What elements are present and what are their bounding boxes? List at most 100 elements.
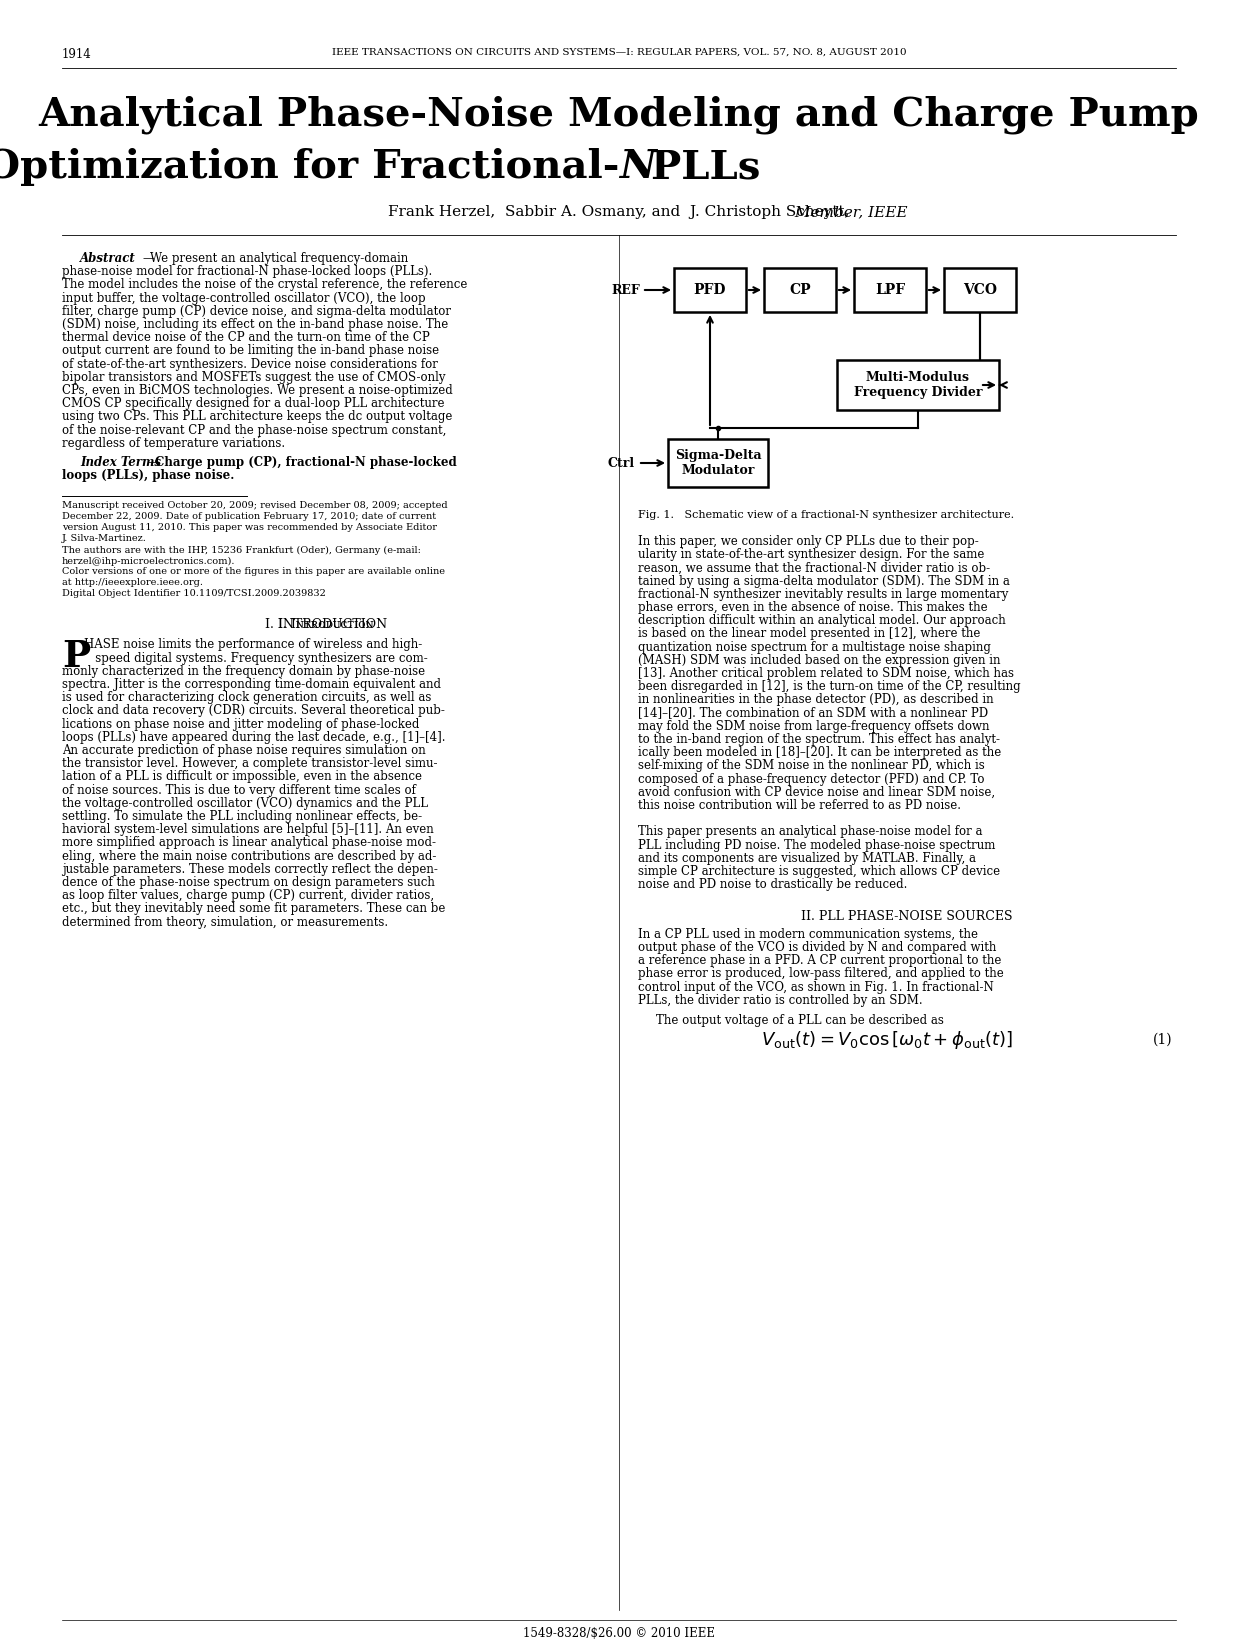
Text: of the noise-relevant CP and the phase-noise spectrum constant,: of the noise-relevant CP and the phase-n… [62, 424, 447, 436]
Text: avoid confusion with CP device noise and linear SDM noise,: avoid confusion with CP device noise and… [638, 786, 995, 799]
Text: An accurate prediction of phase noise requires simulation on: An accurate prediction of phase noise re… [62, 745, 426, 758]
Text: (MASH) SDM was included based on the expression given in: (MASH) SDM was included based on the exp… [638, 654, 1000, 667]
Text: input buffer, the voltage-controlled oscillator (VCO), the loop: input buffer, the voltage-controlled osc… [62, 292, 426, 304]
Text: is used for characterizing clock generation circuits, as well as: is used for characterizing clock generat… [62, 692, 431, 705]
Text: control input of the VCO, as shown in Fig. 1. In fractional-N: control input of the VCO, as shown in Fi… [638, 981, 994, 994]
Text: justable parameters. These models correctly reflect the depen-: justable parameters. These models correc… [62, 863, 438, 875]
Text: thermal device noise of the CP and the turn-on time of the CP: thermal device noise of the CP and the t… [62, 332, 430, 343]
Text: N: N [619, 149, 656, 187]
Text: reason, we assume that the fractional-N divider ratio is ob-: reason, we assume that the fractional-N … [638, 561, 990, 575]
Text: herzel@ihp-microelectronics.com).: herzel@ihp-microelectronics.com). [62, 556, 235, 566]
Text: settling. To simulate the PLL including nonlinear effects, be-: settling. To simulate the PLL including … [62, 811, 422, 822]
Text: This paper presents an analytical phase-noise model for a: This paper presents an analytical phase-… [638, 826, 983, 839]
Text: in nonlinearities in the phase detector (PD), as described in: in nonlinearities in the phase detector … [638, 693, 994, 707]
Text: tained by using a sigma-delta modulator (SDM). The SDM in a: tained by using a sigma-delta modulator … [638, 575, 1010, 588]
Text: P: P [62, 639, 90, 675]
Text: version August 11, 2010. This paper was recommended by Associate Editor: version August 11, 2010. This paper was … [62, 523, 437, 532]
Text: Analytical Phase-Noise Modeling and Charge Pump: Analytical Phase-Noise Modeling and Char… [38, 96, 1200, 134]
Text: 1549-8328/$26.00 © 2010 IEEE: 1549-8328/$26.00 © 2010 IEEE [522, 1626, 716, 1639]
Text: Member, IEEE: Member, IEEE [790, 205, 907, 220]
Text: CPs, even in BiCMOS technologies. We present a noise-optimized: CPs, even in BiCMOS technologies. We pre… [62, 385, 453, 396]
Text: The authors are with the IHP, 15236 Frankfurt (Oder), Germany (e-mail:: The authors are with the IHP, 15236 Fran… [62, 545, 421, 555]
Text: VCO: VCO [963, 282, 997, 297]
Text: more simplified approach is linear analytical phase-noise mod-: more simplified approach is linear analy… [62, 837, 436, 849]
Text: LPF: LPF [875, 282, 905, 297]
Text: Color versions of one or more of the figures in this paper are available online: Color versions of one or more of the fig… [62, 568, 444, 576]
Text: 1914: 1914 [62, 48, 92, 61]
Text: lation of a PLL is difficult or impossible, even in the absence: lation of a PLL is difficult or impossib… [62, 771, 422, 784]
Text: Manuscript received October 20, 2009; revised December 08, 2009; accepted: Manuscript received October 20, 2009; re… [62, 502, 448, 510]
Text: Digital Object Identifier 10.1109/TCSI.2009.2039832: Digital Object Identifier 10.1109/TCSI.2… [62, 589, 326, 598]
Text: havioral system-level simulations are helpful [5]–[11]. An even: havioral system-level simulations are he… [62, 824, 433, 835]
Text: Ctrl: Ctrl [608, 456, 635, 469]
Text: this noise contribution will be referred to as PD noise.: this noise contribution will be referred… [638, 799, 961, 812]
Text: (1): (1) [1153, 1032, 1172, 1047]
Text: PFD: PFD [693, 282, 727, 297]
Text: spectra. Jitter is the corresponding time-domain equivalent and: spectra. Jitter is the corresponding tim… [62, 679, 441, 692]
Text: HASE noise limits the performance of wireless and high-: HASE noise limits the performance of wir… [84, 639, 422, 652]
Text: description difficult within an analytical model. Our approach: description difficult within an analytic… [638, 614, 1005, 627]
Text: Index Terms: Index Terms [80, 456, 161, 469]
Text: as loop filter values, charge pump (CP) current, divider ratios,: as loop filter values, charge pump (CP) … [62, 890, 435, 901]
Text: and its components are visualized by MATLAB. Finally, a: and its components are visualized by MAT… [638, 852, 976, 865]
Text: In this paper, we consider only CP PLLs due to their pop-: In this paper, we consider only CP PLLs … [638, 535, 979, 548]
Text: Fig. 1.   Schematic view of a fractional-N synthesizer architecture.: Fig. 1. Schematic view of a fractional-N… [638, 510, 1014, 520]
Text: —: — [147, 456, 158, 469]
Text: is based on the linear model presented in [12], where the: is based on the linear model presented i… [638, 627, 980, 641]
Text: filter, charge pump (CP) device noise, and sigma-delta modulator: filter, charge pump (CP) device noise, a… [62, 305, 451, 317]
Text: CMOS CP specifically designed for a dual-loop PLL architecture: CMOS CP specifically designed for a dual… [62, 398, 444, 409]
Bar [837, 360, 999, 409]
Text: (SDM) noise, including its effect on the in-band phase noise. The: (SDM) noise, including its effect on the… [62, 319, 448, 330]
Text: Abstract: Abstract [80, 253, 136, 266]
Bar [673, 267, 747, 312]
Text: using two CPs. This PLL architecture keeps the dc output voltage: using two CPs. This PLL architecture kee… [62, 411, 452, 423]
Text: J. Silva-Martinez.: J. Silva-Martinez. [62, 535, 147, 543]
Text: quantization noise spectrum for a multistage noise shaping: quantization noise spectrum for a multis… [638, 641, 990, 654]
Text: determined from theory, simulation, or measurements.: determined from theory, simulation, or m… [62, 916, 389, 928]
Text: —: — [142, 253, 154, 266]
Text: noise and PD noise to drastically be reduced.: noise and PD noise to drastically be red… [638, 878, 907, 892]
Text: I. Iɴᴛʀᴏᴅᴜᴄᴛɪᴏɴ: I. Iɴᴛʀᴏᴅᴜᴄᴛɪᴏɴ [279, 619, 374, 631]
Text: clock and data recovery (CDR) circuits. Several theoretical pub-: clock and data recovery (CDR) circuits. … [62, 705, 444, 718]
Text: December 22, 2009. Date of publication February 17, 2010; date of current: December 22, 2009. Date of publication F… [62, 512, 436, 522]
Text: of noise sources. This is due to very different time scales of: of noise sources. This is due to very di… [62, 784, 416, 796]
Text: PLLs: PLLs [638, 149, 760, 187]
Text: to the in-band region of the spectrum. This effect has analyt-: to the in-band region of the spectrum. T… [638, 733, 1000, 746]
Text: regardless of temperature variations.: regardless of temperature variations. [62, 438, 285, 449]
Text: self-mixing of the SDM noise in the nonlinear PD, which is: self-mixing of the SDM noise in the nonl… [638, 759, 984, 773]
Text: PLL including PD noise. The modeled phase-noise spectrum: PLL including PD noise. The modeled phas… [638, 839, 995, 852]
Text: monly characterized in the frequency domain by phase-noise: monly characterized in the frequency dom… [62, 665, 425, 679]
Text: phase-noise model for fractional-N phase-locked loops (PLLs).: phase-noise model for fractional-N phase… [62, 266, 432, 279]
Text: We present an analytical frequency-domain: We present an analytical frequency-domai… [150, 253, 409, 266]
Text: a reference phase in a PFD. A CP current proportional to the: a reference phase in a PFD. A CP current… [638, 954, 1002, 967]
Bar [764, 267, 836, 312]
Text: IEEE TRANSACTIONS ON CIRCUITS AND SYSTEMS—I: REGULAR PAPERS, VOL. 57, NO. 8, AUG: IEEE TRANSACTIONS ON CIRCUITS AND SYSTEM… [332, 48, 906, 58]
Text: been disregarded in [12], is the turn-on time of the CP, resulting: been disregarded in [12], is the turn-on… [638, 680, 1020, 693]
Text: simple CP architecture is suggested, which allows CP device: simple CP architecture is suggested, whi… [638, 865, 1000, 878]
Text: REF: REF [612, 284, 640, 297]
Text: loops (PLLs) have appeared during the last decade, e.g., [1]–[4].: loops (PLLs) have appeared during the la… [62, 731, 446, 745]
Text: [14]–[20]. The combination of an SDM with a nonlinear PD: [14]–[20]. The combination of an SDM wit… [638, 707, 988, 720]
Bar [854, 267, 926, 312]
Text: Multi-Modulus
Frequency Divider: Multi-Modulus Frequency Divider [854, 371, 982, 400]
Text: fractional-N synthesizer inevitably results in large momentary: fractional-N synthesizer inevitably resu… [638, 588, 1009, 601]
Text: ically been modeled in [18]–[20]. It can be interpreted as the: ically been modeled in [18]–[20]. It can… [638, 746, 1002, 759]
Text: phase error is produced, low-pass filtered, and applied to the: phase error is produced, low-pass filter… [638, 967, 1004, 981]
Text: eling, where the main noise contributions are described by ad-: eling, where the main noise contribution… [62, 850, 436, 862]
Text: [13]. Another critical problem related to SDM noise, which has: [13]. Another critical problem related t… [638, 667, 1014, 680]
Text: In a CP PLL used in modern communication systems, the: In a CP PLL used in modern communication… [638, 928, 978, 941]
Text: the transistor level. However, a complete transistor-level simu-: the transistor level. However, a complet… [62, 758, 437, 771]
Text: PLLs, the divider ratio is controlled by an SDM.: PLLs, the divider ratio is controlled by… [638, 994, 922, 1007]
Text: speed digital systems. Frequency synthesizers are com-: speed digital systems. Frequency synthes… [84, 652, 428, 665]
Text: CP: CP [789, 282, 811, 297]
Bar [669, 439, 768, 487]
Text: may fold the SDM noise from large-frequency offsets down: may fold the SDM noise from large-freque… [638, 720, 989, 733]
Text: bipolar transistors and MOSFETs suggest the use of CMOS-only: bipolar transistors and MOSFETs suggest … [62, 371, 446, 383]
Text: of state-of-the-art synthesizers. Device noise considerations for: of state-of-the-art synthesizers. Device… [62, 358, 438, 370]
Text: II. PLL PHASE-NOISE SOURCES: II. PLL PHASE-NOISE SOURCES [801, 910, 1013, 923]
Text: Charge pump (CP), fractional-N phase-locked: Charge pump (CP), fractional-N phase-loc… [155, 456, 457, 469]
Text: The output voltage of a PLL can be described as: The output voltage of a PLL can be descr… [656, 1014, 943, 1027]
Text: $V_{\rm out}(t) = V_0 \cos\left[\omega_0 t + \phi_{\rm out}(t)\right]$: $V_{\rm out}(t) = V_0 \cos\left[\omega_0… [761, 1029, 1013, 1050]
Text: composed of a phase-frequency detector (PFD) and CP. To: composed of a phase-frequency detector (… [638, 773, 984, 786]
Text: ularity in state-of-the-art synthesizer design. For the same: ularity in state-of-the-art synthesizer … [638, 548, 984, 561]
